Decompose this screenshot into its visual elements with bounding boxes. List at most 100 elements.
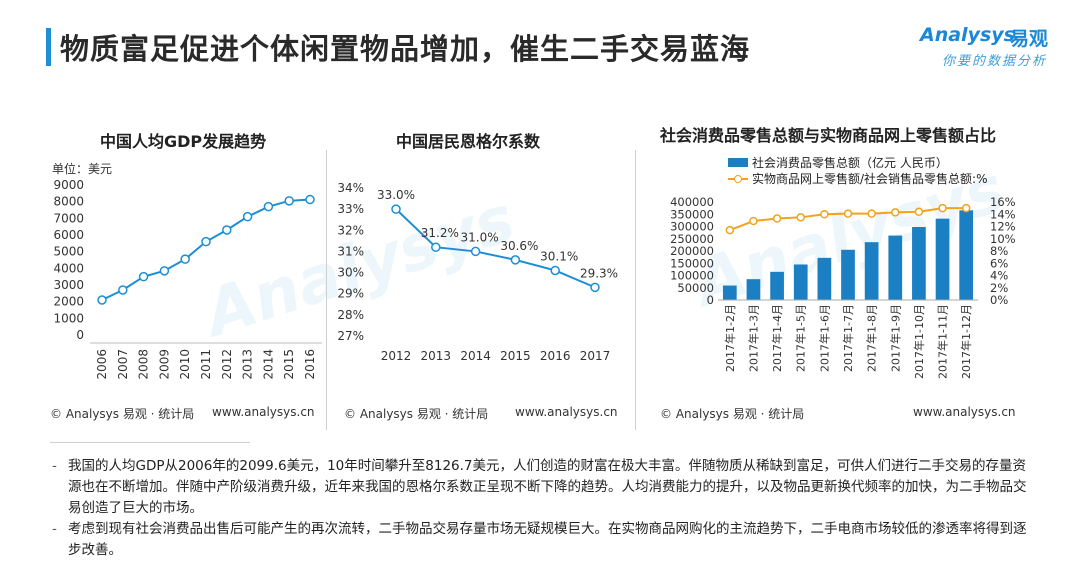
retail-bar <box>770 271 784 300</box>
engel-data-label: 31.2% <box>421 226 459 240</box>
x-tick-label: 2010 <box>178 349 192 380</box>
gdp-data-point <box>305 194 315 205</box>
y-left-tick-label: 50000 <box>677 281 714 295</box>
y-tick-label: 1000 <box>53 311 84 325</box>
retail-site: www.analysys.cn <box>913 405 1016 419</box>
brand-name: Analysys <box>920 24 1015 46</box>
gdp-data-point <box>118 285 128 295</box>
x-tick-label: 2016 <box>540 349 571 363</box>
x-tick-label: 2017年1-12月 <box>959 304 973 379</box>
retail-ratio-point <box>891 208 900 217</box>
y-left-tick-label: 100000 <box>670 269 714 283</box>
gdp-data-point <box>138 271 149 282</box>
engel-data-label: 31.0% <box>461 230 499 244</box>
y-tick-label: 7000 <box>53 211 84 225</box>
x-tick-label: 2013 <box>241 349 255 380</box>
engel-data-label: 33.0% <box>377 188 415 202</box>
divider-right <box>635 150 636 430</box>
x-tick-label: 2008 <box>137 349 151 380</box>
retail-bar <box>864 242 879 300</box>
x-tick-label: 2007 <box>116 349 130 380</box>
y-left-tick-label: 200000 <box>670 244 714 258</box>
gdp-data-point <box>242 211 253 222</box>
gdp-data-point <box>201 236 211 247</box>
gdp-data-point <box>263 201 274 212</box>
legend-line-label: 实物商品网上零售额/社会销售品零售总额:% <box>752 172 988 186</box>
engel-data-point <box>590 282 600 293</box>
retail-ratio-point <box>914 207 924 217</box>
brand-name-cn: 易观 <box>1010 28 1049 50</box>
engel-source: © Analysys 易观 · 统计局 <box>344 407 489 421</box>
engel-data-point <box>391 204 401 214</box>
engel-series-line <box>395 208 596 289</box>
x-tick-label: 2016 <box>303 349 317 380</box>
x-tick-label: 2017年1-7月 <box>841 304 855 372</box>
retail-combo-chart: 0500001000001500002000002500003000003500… <box>670 195 1016 379</box>
section-divider <box>50 442 250 443</box>
x-tick-label: 2017 <box>580 349 611 363</box>
x-tick-label: 2017年1-11月 <box>936 304 950 379</box>
y-right-tick-label: 0% <box>990 293 1008 307</box>
retail-legend-line: 实物商品网上零售额/社会销售品零售总额:% <box>728 170 988 187</box>
retail-ratio-point <box>961 203 971 213</box>
x-tick-label: 2017年1-8月 <box>865 304 879 372</box>
y-tick-label: 33% <box>337 202 364 216</box>
y-left-tick-label: 400000 <box>670 195 714 209</box>
y-tick-label: 4000 <box>53 261 84 275</box>
gdp-data-point <box>159 266 170 276</box>
retail-bar <box>793 264 808 300</box>
retail-ratio-point <box>820 210 829 219</box>
retail-bar <box>817 257 832 300</box>
y-tick-label: 5000 <box>53 245 84 259</box>
x-tick-label: 2012 <box>220 349 234 380</box>
retail-bar <box>959 210 974 300</box>
gdp-source: © Analysys 易观 · 统计局 <box>50 407 195 421</box>
y-tick-label: 3000 <box>53 278 84 292</box>
gdp-chart-title: 中国人均GDP发展趋势 <box>100 132 267 151</box>
retail-bar <box>746 279 761 300</box>
gdp-unit-label: 单位：美元 <box>52 162 113 176</box>
engel-data-label: 29.3% <box>580 266 618 280</box>
y-tick-label: 29% <box>337 287 364 301</box>
retail-bar <box>935 218 950 300</box>
x-tick-label: 2009 <box>157 349 171 380</box>
note-item: 考虑到现有社会消费品出售后可能产生的再次流转，二手物品交易存量市场无疑规模巨大。… <box>52 519 1037 561</box>
y-right-tick-label: 16% <box>990 195 1016 209</box>
engel-data-point <box>550 265 560 276</box>
retail-ratio-point <box>725 225 735 235</box>
legend-bar-swatch <box>728 158 748 167</box>
note-item: 我国的人均GDP从2006年的2099.6美元，10年时间攀升至8126.7美元… <box>52 456 1037 519</box>
y-right-tick-label: 6% <box>990 256 1008 270</box>
divider-left <box>326 150 327 430</box>
engel-chart-title: 中国居民恩格尔系数 <box>396 132 541 151</box>
y-right-tick-label: 12% <box>990 220 1016 234</box>
y-tick-label: 6000 <box>53 228 84 242</box>
x-tick-label: 2011 <box>199 349 213 380</box>
y-tick-label: 31% <box>337 244 364 258</box>
y-right-tick-label: 8% <box>990 244 1008 258</box>
gdp-data-point <box>97 295 107 305</box>
y-right-tick-label: 14% <box>990 207 1016 221</box>
retail-bar <box>912 226 926 300</box>
y-tick-label: 27% <box>337 329 364 343</box>
gdp-site: www.analysys.cn <box>212 405 315 419</box>
y-tick-label: 34% <box>337 181 364 195</box>
gdp-data-point <box>180 254 190 264</box>
x-tick-label: 2013 <box>421 349 452 363</box>
x-tick-label: 2014 <box>460 349 491 363</box>
notes: 我国的人均GDP从2006年的2099.6美元，10年时间攀升至8126.7美元… <box>52 456 1037 561</box>
brand-tagline: 你要的数据分析 <box>942 54 1048 69</box>
retail-chart-title: 社会消费品零售总额与实物商品网上零售额占比 <box>660 126 997 145</box>
x-tick-label: 2017年1-3月 <box>746 304 760 372</box>
legend-bar-label: 社会消费品零售总额（亿元 人民币） <box>752 156 948 170</box>
engel-data-label: 30.6% <box>500 239 538 253</box>
y-tick-label: 8000 <box>53 195 84 209</box>
retail-ratio-point <box>938 203 947 213</box>
retail-bar <box>888 235 903 300</box>
y-tick-label: 28% <box>337 308 364 322</box>
x-tick-label: 2012 <box>381 349 412 363</box>
retail-ratio-point <box>843 209 853 218</box>
gdp-line-chart: 0 1000 2000 3000 4000 5000 6000 7000 8000 9000 200… <box>53 178 322 380</box>
engel-line-chart: 27% 28% 29% 30% 31% 32% 33% 34% 2012 2013 2014 2015… <box>337 181 618 363</box>
x-tick-label: 2017年1-10月 <box>912 304 926 379</box>
